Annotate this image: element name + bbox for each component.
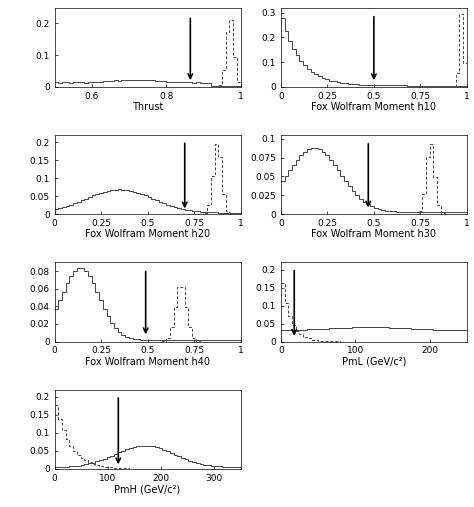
X-axis label: Fox Wolfram Moment h20: Fox Wolfram Moment h20 — [85, 230, 210, 239]
X-axis label: PmH (GeV/c²): PmH (GeV/c²) — [114, 484, 181, 494]
X-axis label: Fox Wolfram Moment h10: Fox Wolfram Moment h10 — [311, 102, 437, 112]
X-axis label: Thrust: Thrust — [132, 102, 163, 112]
X-axis label: Fox Wolfram Moment h30: Fox Wolfram Moment h30 — [311, 230, 437, 239]
X-axis label: Fox Wolfram Moment h40: Fox Wolfram Moment h40 — [85, 357, 210, 367]
X-axis label: PmL (GeV/c²): PmL (GeV/c²) — [342, 357, 406, 367]
